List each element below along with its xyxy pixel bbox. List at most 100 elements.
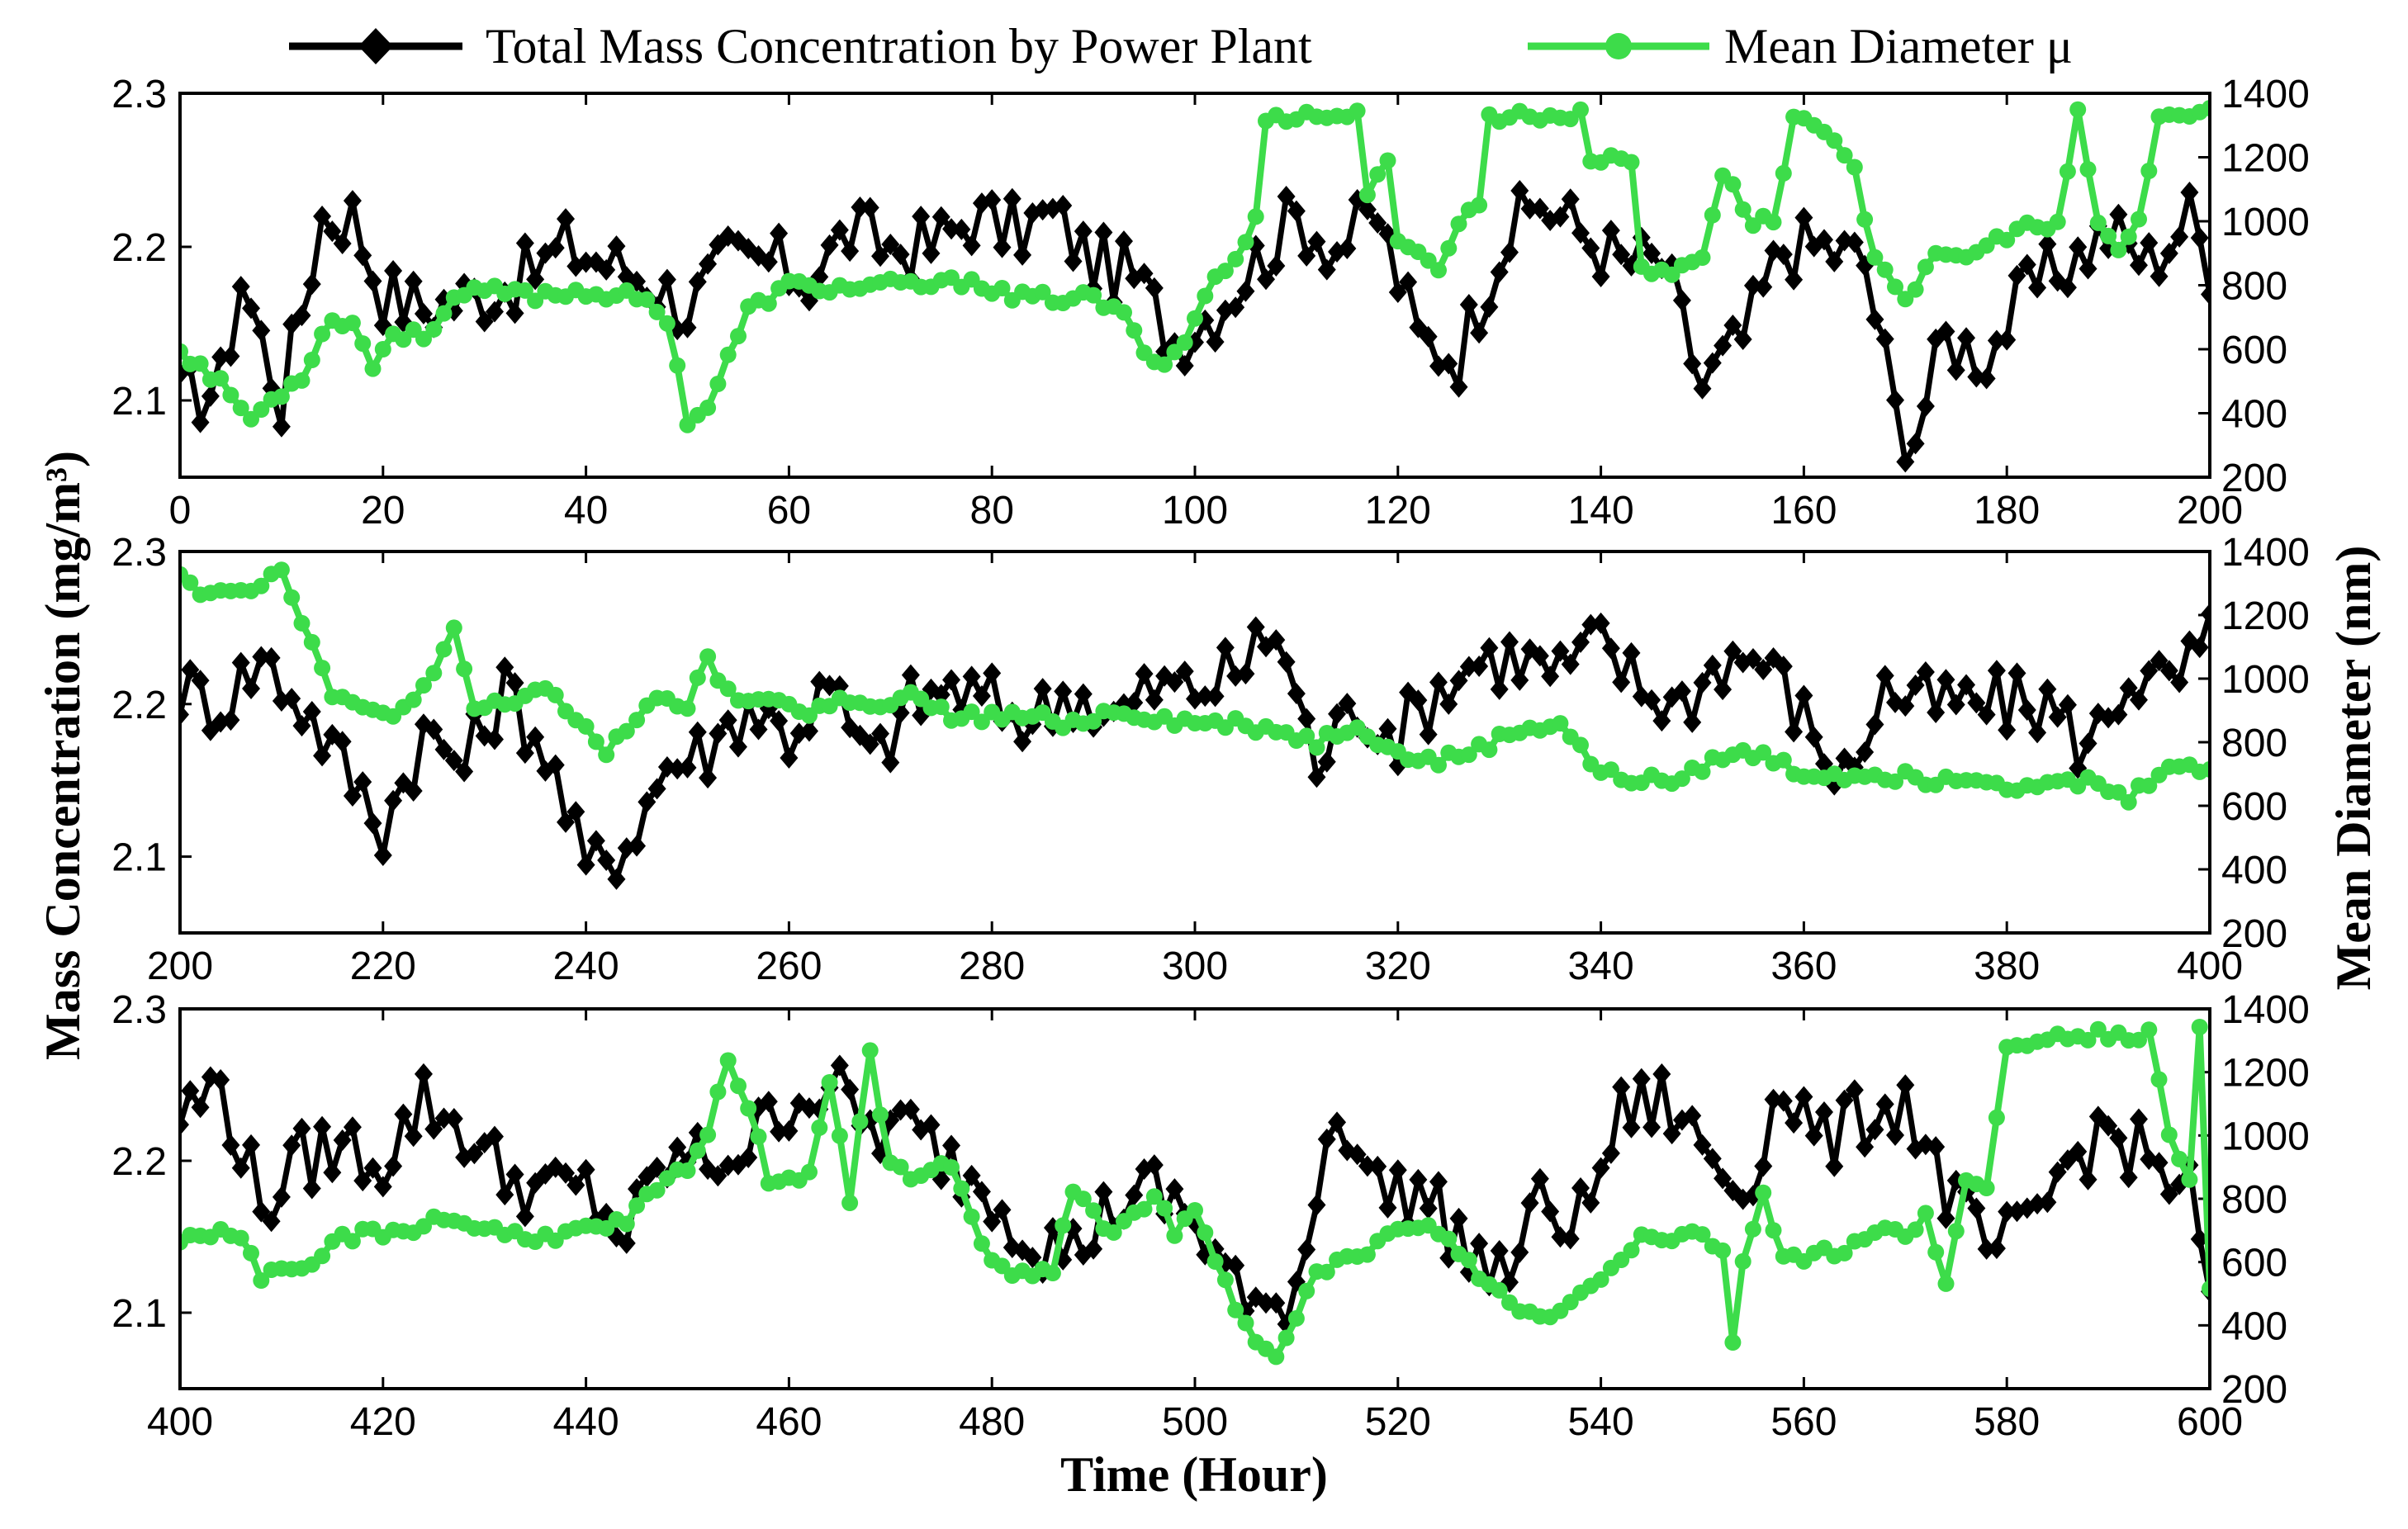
diameter-point: [1227, 1301, 1244, 1318]
diameter-point: [1085, 712, 1102, 730]
mass-point: [1642, 1116, 1661, 1138]
mass-point: [586, 830, 605, 852]
diameter-point: [445, 619, 462, 637]
diameter-point: [1552, 715, 1569, 732]
mass-point: [1906, 674, 1925, 696]
mass-point: [1317, 258, 1336, 281]
mass-point: [799, 1097, 818, 1120]
diameter-point: [973, 713, 990, 731]
mass-point: [1439, 693, 1458, 715]
mass-point: [231, 276, 250, 298]
y-left-tick-label: 2.3: [111, 988, 167, 1032]
diameter-point: [1116, 304, 1132, 321]
mass-point: [495, 656, 514, 679]
mass-point: [1459, 293, 1478, 315]
x-tick-label: 140: [1568, 489, 1634, 533]
x-axis-title: Time (Hour): [1060, 1447, 1328, 1502]
mass-point: [1916, 660, 1935, 683]
mass-point: [404, 1125, 423, 1148]
mass-point: [1622, 1116, 1641, 1138]
mass-point: [1927, 702, 1946, 724]
mass-point: [1470, 655, 1489, 677]
diameter-point: [628, 1197, 646, 1214]
mass-point: [343, 190, 362, 212]
mass-point: [1987, 329, 2006, 352]
plot-area: [180, 561, 2210, 890]
mass-point: [2201, 283, 2210, 305]
diameter-point: [638, 291, 656, 308]
mass-point: [313, 1115, 332, 1138]
mass-point: [1419, 723, 1438, 746]
mass-point: [1054, 195, 1073, 217]
mass-point: [1470, 322, 1489, 344]
diameter-point: [2131, 1031, 2147, 1049]
mass-point: [424, 718, 443, 741]
mass-point: [891, 1099, 910, 1121]
mass-point: [1196, 685, 1215, 708]
y-right-tick-label: 1400: [2221, 73, 2310, 116]
diameter-point: [1166, 1227, 1183, 1244]
mass-point: [1581, 1191, 1600, 1214]
mass-point: [1530, 1167, 1549, 1190]
diameter-point: [2089, 1020, 2107, 1038]
diameter-point: [1876, 261, 1894, 278]
mass-point: [252, 320, 271, 342]
mass-point: [1125, 1184, 1144, 1206]
diameter-point: [740, 1100, 757, 1117]
diameter-point: [364, 360, 382, 377]
diameter-point: [892, 1158, 909, 1176]
mass-point: [1714, 679, 1733, 701]
mass-point: [1672, 680, 1691, 703]
mass-point: [962, 1164, 981, 1186]
mass-point: [343, 785, 362, 807]
mass-point: [1439, 353, 1458, 375]
diameter-point: [456, 660, 473, 678]
diameter-point: [547, 686, 564, 703]
mass-point: [2109, 703, 2128, 726]
mass-point: [242, 1134, 261, 1156]
diameter-point: [1714, 1242, 1732, 1259]
diameter-point: [1765, 214, 1782, 231]
diameter-point: [1907, 1221, 1924, 1238]
diameter-point: [801, 1163, 818, 1181]
mass-point: [373, 844, 392, 866]
mass-point: [1358, 1155, 1377, 1177]
diameter-point: [1237, 234, 1254, 251]
diameter-point: [303, 352, 320, 368]
mass-point: [699, 253, 718, 275]
mass-point: [1865, 713, 1884, 736]
mass-point: [962, 234, 981, 257]
y-right-tick-label: 600: [2221, 785, 2287, 829]
diameter-point: [973, 1235, 990, 1252]
mass-point: [1703, 654, 1722, 676]
mass-point: [485, 1125, 504, 1148]
diameter-point: [831, 1127, 848, 1144]
mass-point: [1865, 308, 1884, 330]
diameter-point: [699, 1126, 717, 1143]
diameter-point: [1074, 1191, 1092, 1208]
diameter-point: [1917, 258, 1934, 276]
mass-point: [557, 1162, 576, 1184]
diameter-point: [1055, 1217, 1072, 1234]
mass-point: [2201, 603, 2210, 625]
mass-point: [2058, 693, 2077, 716]
diameter-point: [2202, 760, 2210, 778]
diameter-point: [1126, 322, 1143, 339]
mass-point: [557, 208, 576, 230]
mass-point: [1114, 230, 1133, 253]
mass-point: [678, 316, 697, 338]
mass-point: [333, 731, 352, 753]
mass-point: [1033, 199, 1052, 221]
mass-point: [860, 196, 879, 219]
diameter-point: [1907, 281, 1924, 298]
diameter-point: [2059, 163, 2076, 180]
y-left-tick-label: 2.2: [111, 684, 167, 727]
mass-point: [1714, 1167, 1733, 1190]
mass-point: [1094, 1181, 1113, 1203]
y-right-tick-label: 1000: [2221, 201, 2310, 244]
mass-point: [2028, 277, 2047, 299]
diameter-point: [841, 1195, 859, 1211]
x-tick-label: 180: [1974, 489, 2040, 533]
diameter-point: [1430, 262, 1447, 279]
mass-point: [2170, 225, 2189, 248]
